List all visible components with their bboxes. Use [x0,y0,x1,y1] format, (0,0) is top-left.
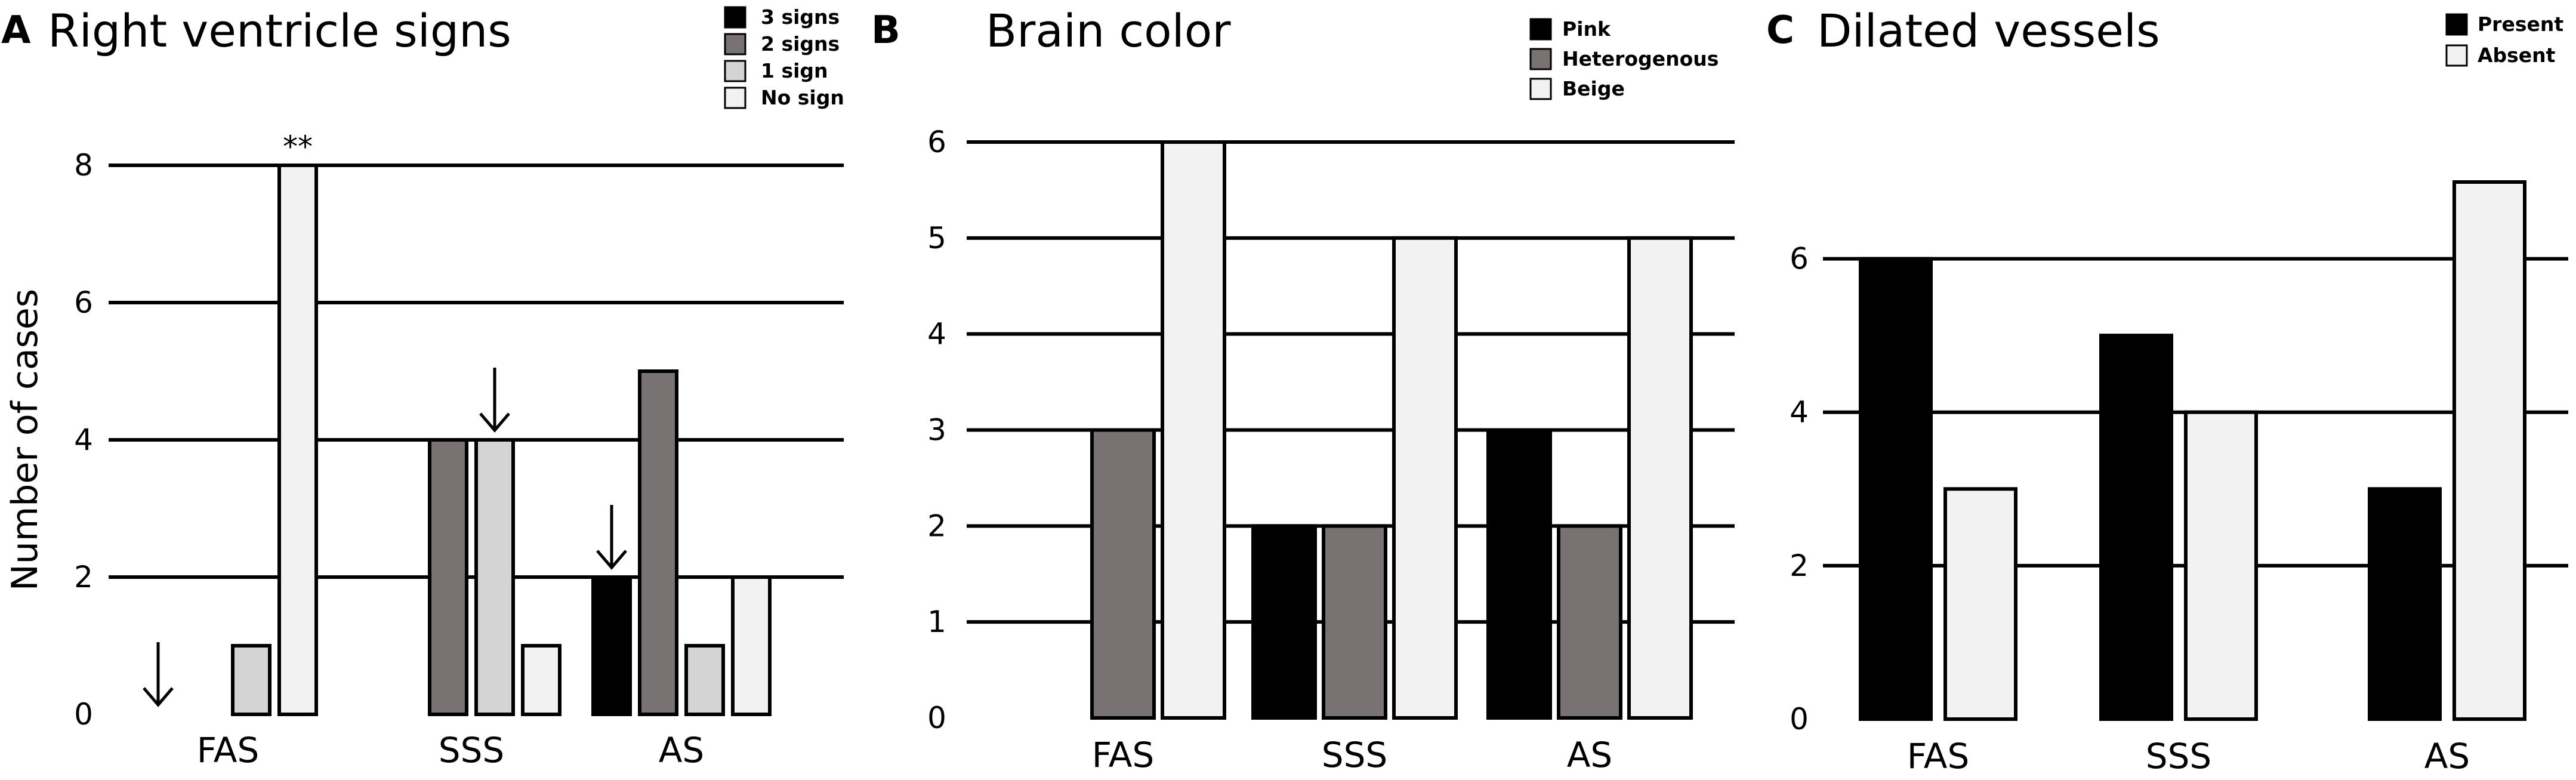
legend-label-absent: Absent [2478,44,2556,67]
bar-fas-1-sign [231,644,272,716]
legend-label-no-sign: No sign [761,86,844,109]
legend-swatch-present [2445,13,2468,36]
panel-a: A Right ventricle signs 0 2 4 6 8 Number of cas… [1,4,844,770]
legend-swatch-no-sign [724,87,746,109]
y-tick-label: 6 [1790,242,1809,276]
y-tick-label: 1 [927,605,946,639]
legend-swatch-pink [1529,18,1552,41]
y-tick-label: 6 [74,285,93,320]
category-label-sss: SSS [1322,735,1387,775]
bar-sss-1-sign [474,438,515,716]
y-tick-label: 2 [74,560,93,594]
bar-sss-heterogenous [1322,524,1387,720]
bar-fas-heterogenous [1090,428,1156,720]
bar-as-beige [1627,236,1693,720]
panel-letter: B [871,8,900,53]
bar-as-heterogenous [1557,524,1622,720]
y-tick-label: 2 [927,508,946,543]
category-label-fas: FAS [1092,735,1155,775]
bar-as-3-signs [591,575,632,716]
category-label-as: AS [1567,735,1613,775]
bar-sss-no-sign [521,644,562,716]
category-label-sss: SSS [2146,736,2211,776]
y-tick-label: 0 [1790,702,1809,736]
panel-b: B Brain color 0 1 2 3 4 5 6 FAS SSS AS Pink Heterogen… [871,4,1735,775]
y-tick-label: 2 [1790,548,1809,583]
legend-label-1-sign: 1 sign [761,59,828,82]
legend-swatch-3-signs [724,6,746,29]
y-tick-label: 3 [927,413,946,448]
bar-sss-beige [1392,236,1458,720]
legend-swatch-heterogenous [1529,48,1552,70]
arrow-head [143,687,174,707]
category-label-fas: FAS [197,730,260,770]
bar-fas-no-sign [277,164,318,716]
bar-as-2-signs [638,369,678,716]
category-label-as: AS [2424,736,2470,776]
significance-marker: ** [283,130,313,164]
legend-label-2-signs: 2 signs [761,32,840,56]
legend-swatch-1-sign [724,60,746,82]
y-tick-label: 4 [927,317,946,352]
bar-fas-absent [1943,487,2017,721]
bar-sss-absent [2184,410,2258,721]
bar-as-1-sign [684,644,725,716]
category-label-sss: SSS [439,730,504,770]
bar-sss-pink [1251,524,1317,720]
y-tick-label: 0 [74,697,93,732]
bar-as-absent [2452,180,2526,721]
bar-as-present [2368,487,2442,721]
legend-swatch-absent [2445,44,2468,67]
legend-label-heterogenous: Heterogenous [1562,47,1719,70]
chart-title: Dilated vessels [1817,4,2160,57]
legend-swatch-beige [1529,78,1552,100]
bar-as-no-sign [731,575,772,716]
category-label-fas: FAS [1907,736,1970,776]
bar-sss-2-signs [428,438,468,716]
y-tick-label: 0 [927,701,946,735]
down-arrow-icon [479,368,510,433]
chart-title: Brain color [986,4,1231,57]
panel-letter: C [1766,8,1794,53]
down-arrow-icon [596,505,627,570]
legend-swatch-2-signs [724,33,746,56]
bar-as-pink [1486,428,1552,720]
panel-c: C Dilated vessels 0 2 4 6 FAS SSS AS Present Absen… [1766,4,2568,776]
y-axis-label: Number of cases [4,289,46,591]
legend-label-3-signs: 3 signs [761,5,840,29]
legend-label-beige: Beige [1562,77,1625,100]
y-tick-label: 4 [74,423,93,457]
bar-fas-beige [1161,140,1226,720]
arrow-head [596,550,627,570]
category-label-as: AS [659,730,705,770]
chart-title: Right ventricle signs [48,4,511,57]
y-tick-label: 5 [927,221,946,255]
bar-sss-present [2099,334,2173,721]
y-tick-label: 6 [927,125,946,159]
arrow-head [479,412,510,433]
legend-label-pink: Pink [1562,17,1611,41]
legend-label-present: Present [2478,13,2563,36]
down-arrow-icon [143,642,174,707]
panel-letter: A [1,8,31,53]
bar-fas-present [1859,257,1933,722]
y-tick-label: 8 [74,148,93,183]
y-tick-label: 4 [1790,395,1809,430]
